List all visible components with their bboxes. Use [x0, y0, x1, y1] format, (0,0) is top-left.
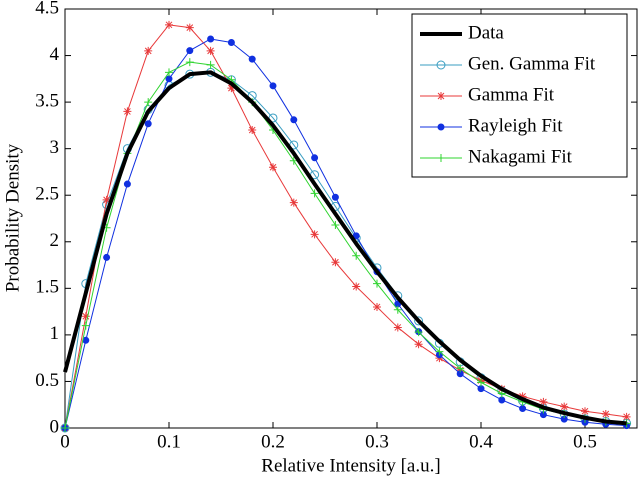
marker: [123, 107, 132, 116]
marker: [103, 253, 111, 261]
marker: [477, 378, 485, 387]
marker: [414, 340, 423, 349]
marker: [206, 46, 215, 55]
marker: [61, 424, 69, 432]
marker: [498, 396, 506, 404]
marker: [207, 35, 215, 43]
marker: [310, 230, 319, 239]
x-axis-label: Relative Intensity [a.u.]: [261, 455, 440, 476]
legend-label: Gamma Fit: [468, 84, 555, 105]
x-tick-label: 0.4: [469, 431, 493, 452]
legend: Data Gen. Gamma Fit Gamma Fit Rayleigh Fit N…: [411, 13, 628, 178]
x-tick-label: 0: [60, 431, 70, 452]
legend-marker: [436, 60, 446, 70]
marker: [144, 120, 152, 128]
y-tick-label: 0.5: [35, 370, 59, 391]
series-line: [64, 24, 627, 429]
marker: [352, 282, 361, 291]
marker: [352, 251, 361, 260]
series-line: [64, 61, 627, 429]
marker: [227, 39, 235, 47]
marker: [144, 98, 153, 107]
marker: [622, 412, 631, 421]
legend-marker: [437, 154, 445, 162]
marker: [144, 46, 153, 55]
y-tick-label: 2: [50, 230, 60, 251]
y-tick-label: 4.5: [35, 0, 59, 18]
x-tick-label: 0.1: [157, 431, 181, 452]
marker: [311, 154, 319, 162]
marker: [123, 180, 131, 188]
marker: [560, 402, 569, 411]
marker: [393, 305, 402, 314]
marker: [290, 116, 298, 124]
marker: [165, 68, 173, 77]
x-tick-label: 0.3: [365, 431, 389, 452]
y-axis-label: Probability Density: [2, 143, 23, 292]
marker: [373, 279, 381, 288]
legend-label: Nakagami Fit: [468, 146, 573, 167]
y-tick-label: 4: [50, 44, 60, 65]
marker: [269, 163, 277, 172]
marker: [289, 198, 298, 207]
marker: [414, 328, 423, 337]
marker: [518, 392, 527, 401]
marker: [435, 347, 444, 356]
y-tick-label: 1: [50, 323, 60, 344]
marker: [165, 20, 173, 29]
marker: [185, 23, 194, 32]
marker: [185, 58, 194, 67]
y-tick-label: 1.5: [35, 277, 59, 298]
x-tick-label: 0.5: [573, 431, 597, 452]
legend-marker: [437, 123, 445, 131]
y-tick-label: 2.5: [35, 184, 59, 205]
legend-label: Rayleigh Fit: [468, 115, 563, 136]
marker: [186, 47, 194, 55]
marker: [248, 126, 257, 135]
marker: [331, 258, 340, 267]
legend-marker: [437, 92, 445, 100]
legend-label: Data: [468, 22, 504, 43]
marker: [456, 364, 465, 373]
y-tick-label: 3: [50, 137, 60, 158]
marker: [165, 75, 173, 83]
y-tick-label: 3.5: [35, 90, 59, 111]
y-tick-label: 0: [50, 416, 60, 437]
legend-label: Gen. Gamma Fit: [468, 53, 596, 74]
x-tick-label: 0.2: [261, 431, 285, 452]
marker: [477, 385, 485, 393]
marker: [373, 302, 381, 311]
series-line: [63, 70, 627, 426]
marker: [414, 316, 424, 326]
marker: [601, 410, 610, 419]
marker: [519, 405, 527, 413]
marker: [248, 55, 256, 63]
marker: [269, 82, 277, 90]
marker: [352, 232, 360, 240]
marker: [81, 312, 90, 321]
marker: [581, 407, 589, 416]
marker: [331, 221, 340, 230]
marker: [393, 323, 402, 332]
marker: [539, 397, 548, 406]
marker: [227, 84, 236, 93]
marker: [81, 321, 90, 330]
marker: [206, 60, 215, 69]
marker: [331, 193, 339, 201]
marker: [310, 189, 319, 198]
marker: [102, 195, 111, 204]
